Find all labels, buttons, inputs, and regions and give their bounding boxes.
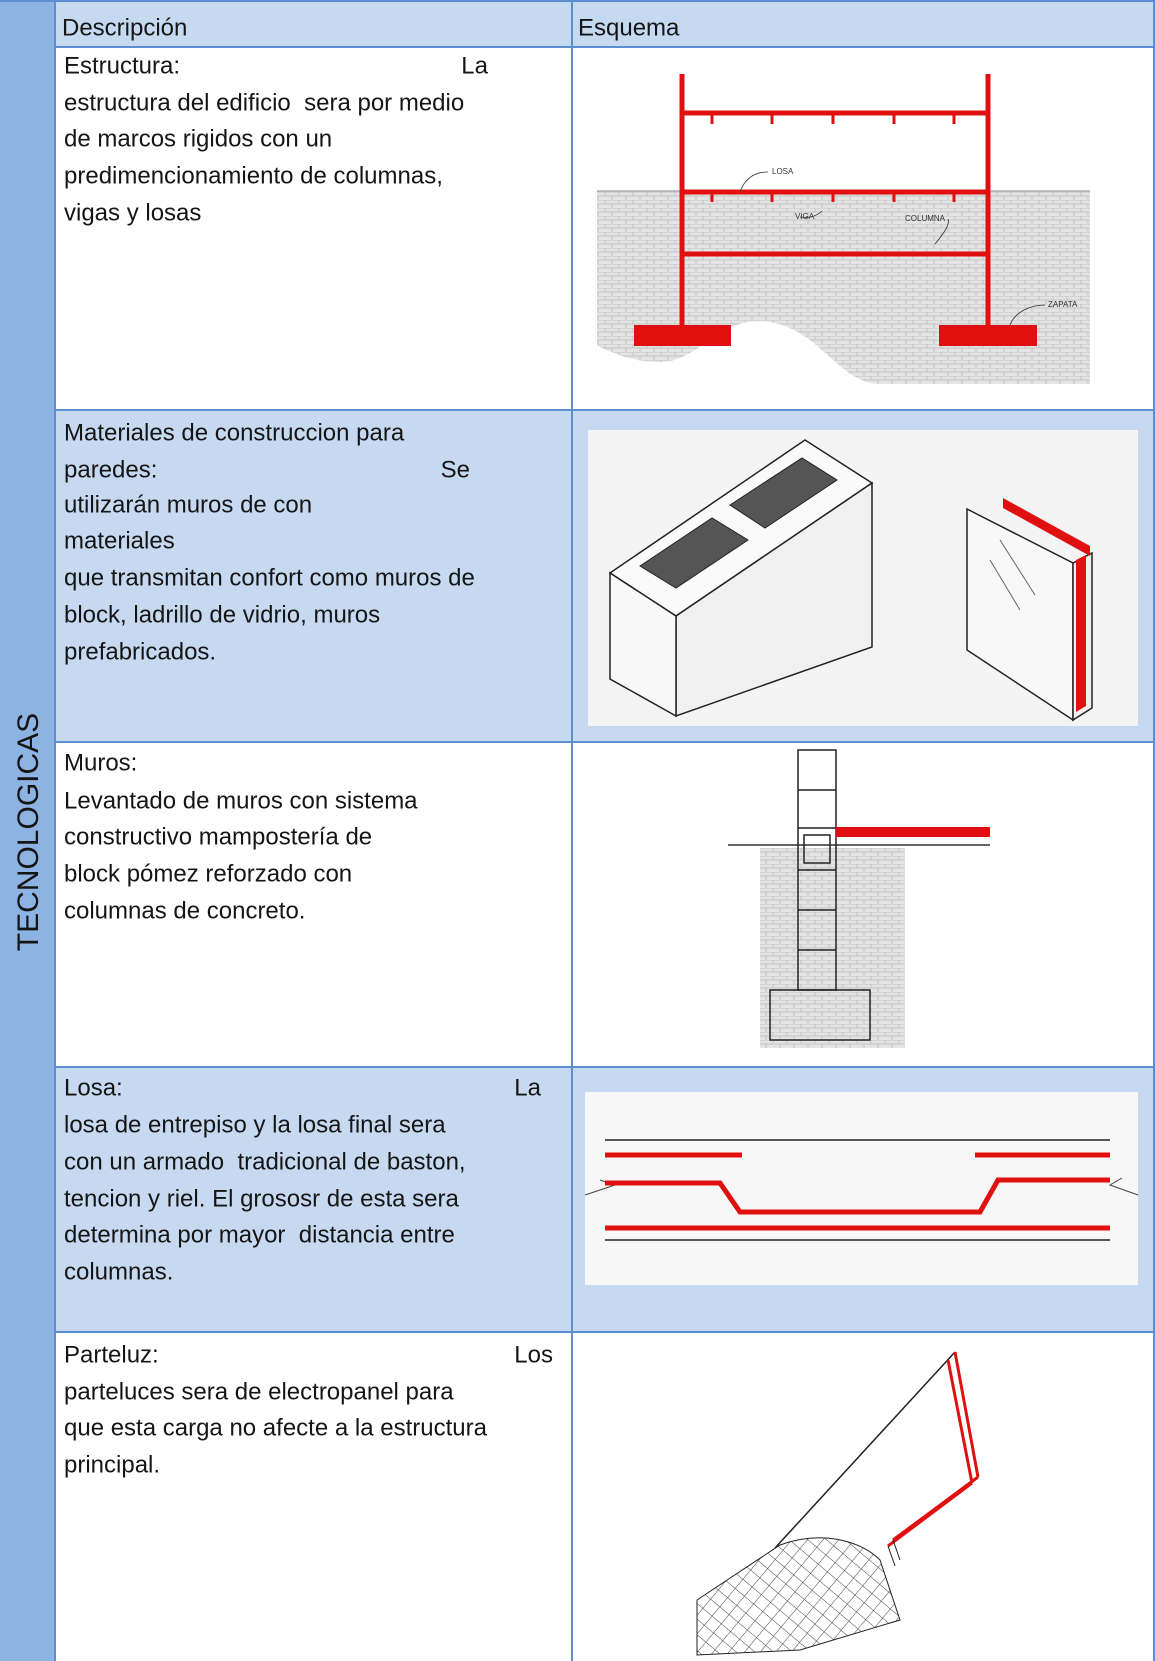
figure-label: COLUMNA [905, 214, 946, 223]
materials-figure-part [1076, 555, 1086, 712]
description-line: Materiales de construccion para [64, 419, 405, 446]
wall-figure-part [760, 848, 905, 1048]
description-line: Muros: [64, 749, 137, 776]
description-line: parteluces sera de electropanel para [64, 1378, 454, 1405]
description-line: columnas. [64, 1258, 173, 1285]
description-line: paredes: [64, 456, 157, 483]
slab-figure [584, 1092, 1139, 1285]
description-line: tencion y riel. El grososr de esta sera [64, 1185, 460, 1212]
materials-figure-part [609, 571, 677, 718]
description-line: constructivo mampostería de [64, 823, 372, 850]
materials-figure-part [1003, 498, 1090, 556]
structure-figure-part [679, 74, 991, 330]
structure-figure-part [739, 171, 1046, 326]
column-header: Esquema [578, 14, 680, 41]
description-line: Estructura: [64, 52, 180, 79]
description-line: columnas de concreto. [64, 897, 305, 924]
description-line: materiales [64, 527, 175, 554]
parteluz-figure-part [696, 1537, 901, 1656]
structure-figure-part [710, 113, 956, 202]
description-line: utilizarán muros de con [64, 491, 312, 518]
description-line: Los [514, 1341, 553, 1368]
wall-figure-part [769, 989, 871, 1041]
materials-figure-part [639, 517, 749, 589]
description-line: predimencionamiento de columnas, [64, 162, 443, 189]
description-line: estructura del edificio sera por medio [64, 89, 464, 116]
parteluz-figure-part [774, 1351, 956, 1549]
structure-figure-part-part [710, 113, 956, 202]
wall-figure-part [803, 834, 831, 864]
description-line: La [461, 52, 488, 79]
parteluz-figure-part [887, 1475, 979, 1548]
table-part [0, 0, 55, 1661]
figure-label: VIGA [795, 212, 815, 221]
parteluz-figure-part [887, 1539, 901, 1567]
figure-label: LOSA [772, 167, 794, 176]
description-line: con un armado tradicional de baston, [64, 1148, 466, 1175]
description-line: determina por mayor distancia entre [64, 1221, 455, 1248]
description-line: La [514, 1074, 541, 1101]
description-line: Levantado de muros con sistema [64, 787, 418, 814]
column-header: Descripción [62, 14, 187, 41]
slab-figure-part [585, 1092, 1138, 1285]
description-line: block pómez reforzado con [64, 860, 352, 887]
slab-figure-part [605, 1152, 1110, 1231]
parteluz-figure-part [946, 1351, 980, 1484]
structure-figure-part [939, 325, 1037, 346]
slab-figure-part-part [605, 1177, 1110, 1215]
description-line: Parteluz: [64, 1341, 159, 1368]
materials-figure-part [989, 539, 1036, 611]
description-line: Se [441, 456, 470, 483]
structure-figure: LOSA VIGA COLUMNA ZAPATA [597, 66, 1090, 385]
description-line: principal. [64, 1451, 160, 1478]
description-line: prefabricados. [64, 638, 216, 665]
description-line: block, ladrillo de vidrio, muros [64, 601, 380, 628]
materials-figure-part [729, 457, 838, 529]
wall-figure-part [798, 789, 836, 951]
figure-label: ZAPATA [1048, 300, 1078, 309]
description-line: vigas y losas [64, 199, 201, 226]
description-line: losa de entrepiso y la losa final sera [64, 1111, 446, 1138]
structure-figure-part [634, 325, 731, 346]
structure-figure-part [597, 191, 1090, 384]
description-line: de marcos rigidos con un [64, 125, 332, 152]
description-line: Losa: [64, 1074, 123, 1101]
description-line: que esta carga no afecte a la estructura [64, 1414, 488, 1441]
description-line: que transmitan confort como muros de [64, 564, 475, 591]
parteluz-figure [688, 1347, 990, 1660]
table-part [55, 0, 1155, 47]
materials-figure [588, 430, 1138, 726]
side-label: TECNOLOGICAS [12, 713, 45, 951]
wall-figure [713, 746, 990, 1050]
